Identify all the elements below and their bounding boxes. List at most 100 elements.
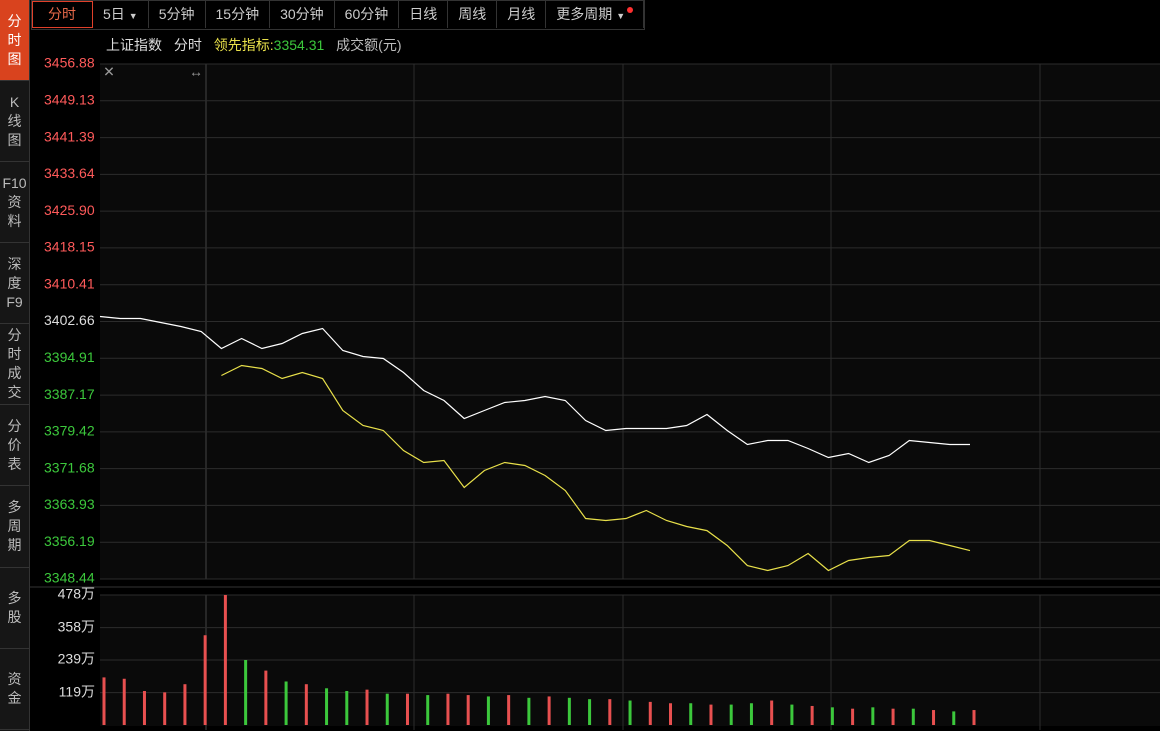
volume-bar [709, 704, 713, 725]
y-tick-label: 3456.88 [44, 55, 95, 71]
sidebar-tab[interactable]: F10 资料 [0, 162, 29, 243]
sidebar: 分时图 K 线图 F10 资料深度 F9 分时成交分价表多周期多股资金 [0, 0, 30, 731]
period-tab[interactable]: 30分钟 [270, 1, 335, 28]
y-tick-label: 3363.93 [44, 496, 95, 512]
volume-bar [102, 677, 106, 725]
price-line [99, 315, 970, 464]
volume-bar [729, 704, 733, 725]
y-tick-label: 358万 [58, 618, 95, 634]
y-tick-label: 3394.91 [44, 349, 95, 365]
volume-bar [466, 695, 470, 725]
volume-bar [365, 689, 369, 725]
y-tick-label: 3356.19 [44, 533, 95, 549]
y-tick-label: 3425.90 [44, 202, 95, 218]
volume-bar [567, 697, 571, 725]
volume-bar [972, 710, 976, 725]
volume-bar [486, 696, 490, 725]
volume-bar [163, 692, 167, 725]
volume-bar [608, 699, 612, 725]
volume-bar [223, 595, 227, 725]
volume-bar [770, 700, 774, 725]
y-tick-label: 3387.17 [44, 386, 95, 402]
volume-bar [669, 703, 673, 725]
volume-bar [446, 693, 450, 725]
period-tab[interactable]: 60分钟 [335, 1, 400, 28]
volume-bar [790, 704, 794, 725]
sidebar-tab[interactable]: 分价表 [0, 405, 29, 486]
lead-value: 3354.31 [273, 37, 325, 53]
y-tick-label: 239万 [58, 651, 95, 667]
y-tick-label: 3449.13 [44, 92, 95, 108]
price-line [221, 364, 971, 572]
mode: 分时 [173, 37, 202, 53]
sidebar-tab[interactable]: 分时成交 [0, 324, 29, 405]
volume-bar [810, 705, 814, 725]
volume-bar [426, 695, 430, 725]
volume-bar [142, 691, 146, 725]
volume-bar [183, 684, 187, 725]
period-tab[interactable]: 15分钟 [206, 1, 271, 28]
volume-bar [304, 684, 308, 725]
volume-bar [244, 660, 248, 725]
volume-bar [648, 701, 652, 725]
volume-bar [385, 693, 389, 725]
period-tab[interactable]: 月线 [497, 1, 547, 28]
y-tick-label: 3379.42 [44, 423, 95, 439]
y-tick-label: 3433.64 [44, 165, 95, 181]
volume-bar [405, 693, 409, 725]
volume-bar [547, 696, 551, 725]
y-tick-label: 3418.15 [44, 239, 95, 255]
resize-icon[interactable]: ↔ [189, 64, 203, 80]
y-tick-label: 119万 [59, 683, 95, 699]
period-tab[interactable]: 周线 [448, 1, 498, 28]
volume-bar [325, 688, 329, 725]
volume-bar [689, 703, 693, 725]
chart-header: 上证指数 分时 领先指标:3354.31 成交额(元) [106, 35, 410, 55]
period-tab[interactable]: 5日 ▼ [93, 1, 149, 28]
volume-bar [588, 699, 592, 725]
close-icon[interactable]: ✕ [103, 64, 115, 80]
sidebar-tab[interactable]: 分时图 [0, 0, 29, 81]
volume-bar [952, 711, 956, 725]
volume-bar [284, 681, 288, 725]
period-tabs: 分时 5日 ▼ 5分钟 15分钟 30分钟 60分钟 日线 周线 月线 更多周期 ▼ [31, 0, 646, 30]
volume-bar [345, 691, 349, 725]
dropdown-arrow[interactable]: ▼ [128, 11, 138, 21]
y-tick-label: 3348.44 [44, 570, 95, 586]
volume-bar [891, 708, 895, 725]
index-name: 上证指数 [106, 37, 162, 53]
volume-bar [527, 697, 531, 725]
sidebar-tab[interactable]: 资金 [0, 649, 29, 730]
period-tab[interactable]: 日线 [399, 1, 449, 28]
volume-bar [749, 703, 753, 725]
volume-label: 成交额(元) [336, 37, 402, 53]
sidebar-tab[interactable]: 深度 F9 [0, 243, 29, 324]
dropdown-arrow[interactable]: ▼ [616, 11, 626, 21]
period-tab[interactable]: 5分钟 [149, 1, 206, 28]
y-tick-label: 478万 [58, 586, 95, 602]
volume-bar [911, 708, 915, 725]
sidebar-tab[interactable]: 多股 [0, 568, 29, 649]
y-tick-label: 3402.66 [44, 312, 95, 328]
period-tab[interactable]: 更多周期 ▼ [546, 1, 645, 28]
volume-bar [122, 678, 126, 725]
period-tab[interactable]: 分时 [32, 1, 93, 28]
volume-bar [871, 707, 875, 725]
volume-bar [830, 707, 834, 725]
y-tick-label: 3441.39 [44, 128, 95, 144]
volume-bar [264, 670, 268, 725]
notify-dot [627, 7, 634, 13]
sidebar-tab[interactable]: 多周期 [0, 486, 29, 568]
volume-bar [851, 708, 855, 725]
volume-bar [507, 695, 511, 725]
volume-bar [628, 700, 632, 725]
lead-label: 领先指标: [213, 37, 274, 53]
volume-bar [932, 710, 936, 725]
y-tick-label: 3371.68 [44, 459, 95, 475]
y-tick-label: 3410.41 [44, 275, 95, 291]
volume-bar [203, 635, 207, 725]
